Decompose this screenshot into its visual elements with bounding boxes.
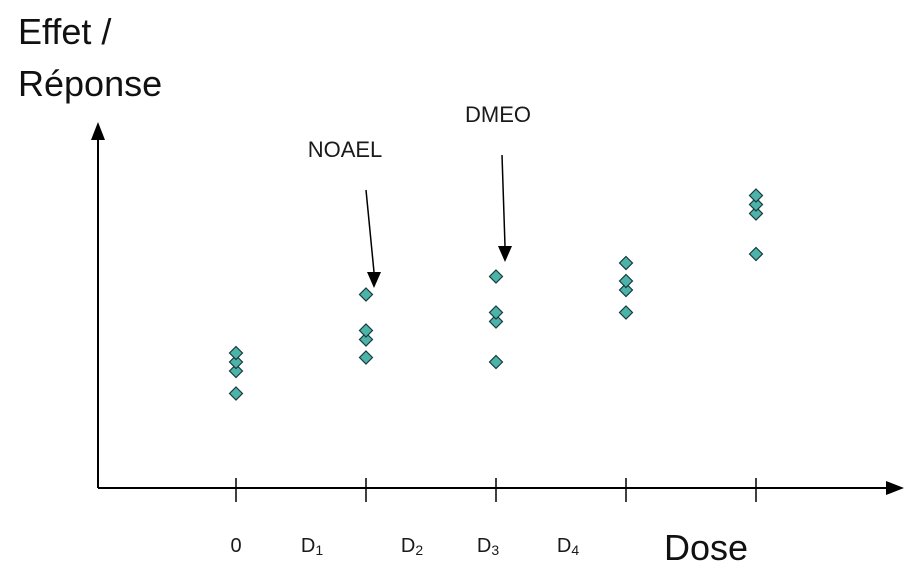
- x-tick-label-2: D2: [401, 535, 423, 558]
- axes: [91, 122, 904, 495]
- noael-label: NOAEL: [308, 137, 383, 162]
- noael-arrowhead: [367, 272, 381, 288]
- data-point-d4-3: [748, 197, 764, 212]
- data-point-d2-3: [488, 305, 504, 320]
- data-point-d2-4: [488, 269, 504, 284]
- data-point-d1-4: [358, 287, 374, 302]
- data-point-d4-2: [748, 206, 764, 221]
- data-point-d1-1: [358, 350, 374, 365]
- data-point-d3-1: [618, 305, 634, 320]
- data-point-d3-3: [618, 273, 634, 289]
- data-point-d1-2: [358, 332, 374, 347]
- noael-arrow-line: [365, 189, 375, 273]
- x-tick-labels: 0 D1 D2 D3 D4: [230, 535, 579, 558]
- x-tick-label-1: D1: [301, 535, 323, 558]
- x-tick-label-4: D4: [557, 535, 579, 558]
- data-point-d0-3: [228, 354, 244, 370]
- data-point-d0-2: [228, 363, 244, 379]
- y-axis-arrowhead: [91, 122, 105, 140]
- y-axis-label-line-1: Effet /: [18, 11, 111, 52]
- data-point-d0-1: [228, 386, 244, 401]
- x-tick-label-0: 0: [230, 535, 241, 557]
- data-points: [228, 188, 764, 401]
- data-point-d3-4: [618, 255, 634, 271]
- data-point-d2-2: [488, 314, 504, 329]
- data-point-d4-1: [748, 246, 764, 262]
- annotations: NOAEL DMEO: [308, 102, 531, 288]
- data-point-d0-4: [228, 345, 244, 361]
- data-point-d1-3: [358, 323, 374, 338]
- x-ticks: [235, 478, 757, 502]
- x-axis-arrowhead: [886, 481, 904, 495]
- dmeo-arrowhead: [498, 246, 512, 262]
- x-tick-label-3: D3: [477, 535, 499, 558]
- dmeo-arrow-line: [501, 154, 506, 247]
- data-point-d3-2: [618, 282, 634, 298]
- y-axis-label-line-2: Réponse: [18, 63, 162, 104]
- x-axis-label: Dose: [664, 527, 748, 567]
- data-point-d4-4: [748, 188, 764, 203]
- data-point-d2-1: [488, 354, 504, 370]
- dmeo-label: DMEO: [465, 102, 531, 127]
